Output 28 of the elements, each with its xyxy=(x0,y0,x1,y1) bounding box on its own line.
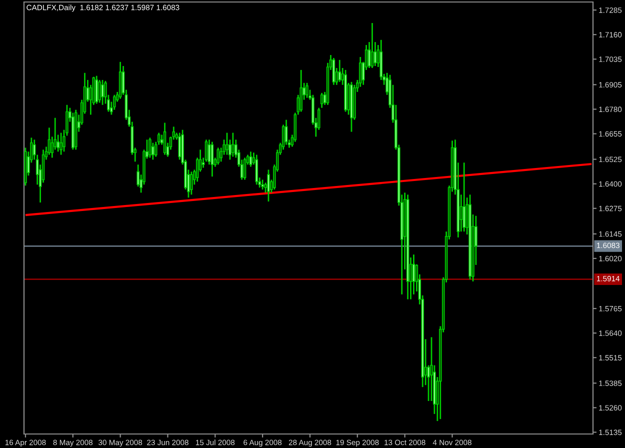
candlestick xyxy=(48,126,51,156)
candlestick xyxy=(148,136,152,158)
candlestick xyxy=(306,82,308,99)
candlestick xyxy=(249,150,252,168)
candlestick xyxy=(112,94,116,110)
candlestick xyxy=(370,22,374,69)
candlestick xyxy=(98,79,101,104)
candlestick xyxy=(358,56,362,88)
candlestick xyxy=(190,170,193,196)
candlestick xyxy=(267,169,270,202)
candlestick xyxy=(338,59,342,83)
candlestick xyxy=(232,132,234,158)
candlestick xyxy=(320,92,324,109)
candlestick xyxy=(178,132,181,160)
candlestick xyxy=(101,79,104,106)
candlestick xyxy=(163,122,166,156)
candlestick xyxy=(300,69,302,112)
candlestick xyxy=(332,57,336,86)
candlestick xyxy=(216,147,220,166)
candlestick xyxy=(261,179,264,190)
candlestick xyxy=(255,154,258,186)
candlestick xyxy=(60,132,62,156)
candlestick xyxy=(243,157,246,180)
candlestick xyxy=(462,162,466,232)
candlestick xyxy=(95,75,98,104)
candlestick xyxy=(412,254,416,296)
candlestick xyxy=(226,132,228,156)
candlestick xyxy=(210,141,214,178)
